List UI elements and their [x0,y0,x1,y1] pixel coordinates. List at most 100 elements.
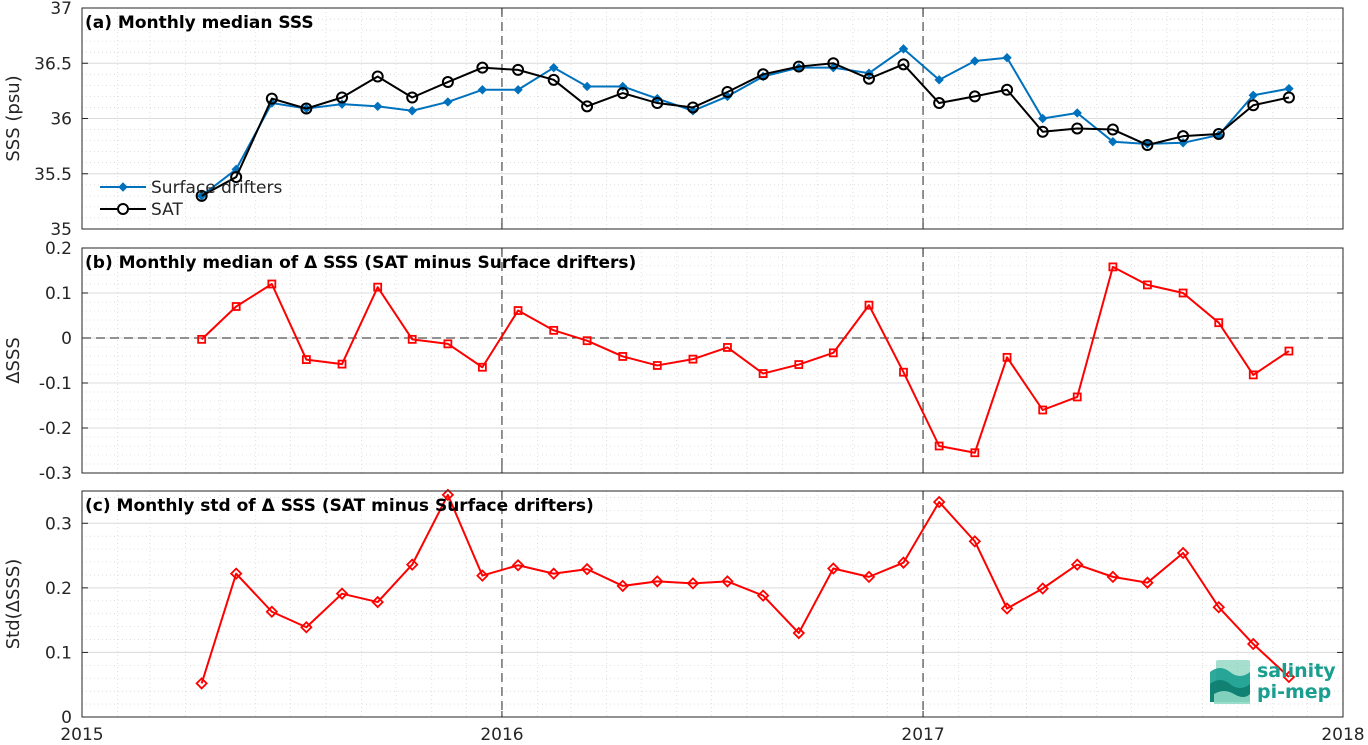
data-point [582,336,592,346]
data-point [513,85,523,95]
data-point [828,348,838,358]
data-point [862,570,876,584]
data-point [513,306,523,315]
data-point [407,106,417,116]
data-point [1002,352,1012,362]
data-point [758,369,768,378]
y-tick-label: 0.2 [45,579,72,599]
data-point [1000,602,1014,615]
data-point [897,556,910,569]
data-point [1176,546,1190,560]
data-point [1178,288,1188,298]
data-point [794,360,804,369]
panel-c-y-axis-label: Std(ΔSSS) [3,559,24,650]
data-point [547,73,560,86]
data-point [756,589,770,602]
data-point [616,87,629,100]
data-point [195,189,208,202]
data-point [372,101,383,112]
y-tick-label: 0.1 [45,284,72,304]
logo-text-line2: pi-mep [1257,681,1331,703]
panel-a-y-ticks: 35 35.5 36 36.5 37 [34,0,1344,240]
data-point [757,68,770,81]
y-tick-label: 37 [50,0,72,19]
panel-b-border [81,247,1344,474]
data-point [1106,123,1119,136]
data-point [371,70,384,83]
data-point [898,44,909,54]
data-point [897,58,910,71]
data-point [1002,53,1012,63]
y-tick-label: 35.5 [34,165,72,185]
data-point [862,72,875,85]
data-point [934,441,944,451]
y-tick-label: -0.3 [39,464,72,484]
data-point [1284,346,1294,356]
salinity-pi-mep-logo: salinity pi-mep [1210,660,1336,704]
data-point [723,343,732,352]
data-point [651,97,664,110]
data-point [547,567,560,580]
data-point [1001,83,1014,96]
data-point [300,620,313,634]
data-point [1108,262,1118,272]
data-point [1036,125,1049,138]
data-point [1143,280,1152,290]
data-point [477,85,488,95]
data-point [1038,405,1048,415]
data-point [511,558,525,572]
panel-a: 35 35.5 36 36.5 37 (a) Monthly median SSS SS… [3,0,1344,240]
panel-c-reference-lines [501,491,924,717]
panel-a-y-axis-label: SSS (psu) [3,75,24,161]
data-point [652,361,662,370]
data-point [1070,558,1084,571]
panel-a-border [81,7,1344,230]
legend-label-surface-drifters: Surface drifters [151,178,282,198]
data-point [441,488,455,502]
data-point [477,362,487,372]
data-point [970,448,980,458]
panel-b-reference-lines [82,248,1343,473]
data-point [580,562,594,576]
data-point [443,97,453,107]
data-point [721,575,734,588]
series-line [200,493,1290,684]
logo-wave-icon [1210,660,1250,704]
x-tick-label: 2015 [60,725,103,745]
panel-b-y-axis-label: ΔSSS [3,337,24,384]
data-point [230,171,243,184]
data-point [336,91,349,104]
data-point [932,495,946,509]
panel-b-plot-area [82,248,1343,473]
panel-c-title: (c) Monthly std of Δ SSS (SAT minus Surf… [85,496,594,516]
y-tick-label: 0.3 [45,514,72,534]
data-point [581,100,594,113]
data-point [476,569,489,582]
panel-c-plot-area [82,491,1343,717]
data-point [549,62,559,73]
y-tick-label: 0 [61,708,72,728]
y-tick-label: 0 [61,329,72,349]
data-point [1282,670,1296,684]
data-point [1212,127,1225,140]
data-point [968,535,982,548]
panel-b: -0.3 -0.2 -0.1 0 0.1 0.2 (b) Monthly median o… [3,239,1344,484]
data-point [1282,91,1295,104]
x-tick-label: 2018 [1321,725,1364,745]
data-point [968,90,981,103]
data-point [1038,113,1048,124]
panel-b-series [197,262,1294,458]
data-point [582,81,592,92]
data-point [1141,576,1154,589]
data-point [406,91,419,104]
x-axis-ticks: 2015 2016 2017 2018 [60,725,1364,745]
data-point [933,97,946,110]
data-point [337,359,347,369]
data-point [407,334,417,344]
data-point [970,56,980,66]
data-point [1212,600,1226,614]
data-point [231,302,241,311]
y-tick-label: 35 [50,220,72,240]
data-point [616,579,630,593]
legend: Surface drifters SAT [100,178,282,220]
